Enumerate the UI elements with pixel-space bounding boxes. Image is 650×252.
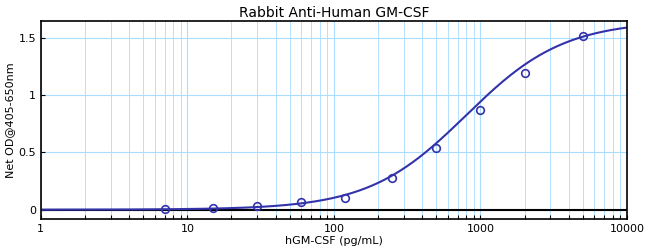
Y-axis label: Net OD@405-650nm: Net OD@405-650nm <box>6 62 16 178</box>
Title: Rabbit Anti-Human GM-CSF: Rabbit Anti-Human GM-CSF <box>239 6 429 20</box>
X-axis label: hGM-CSF (pg/mL): hGM-CSF (pg/mL) <box>285 236 383 246</box>
